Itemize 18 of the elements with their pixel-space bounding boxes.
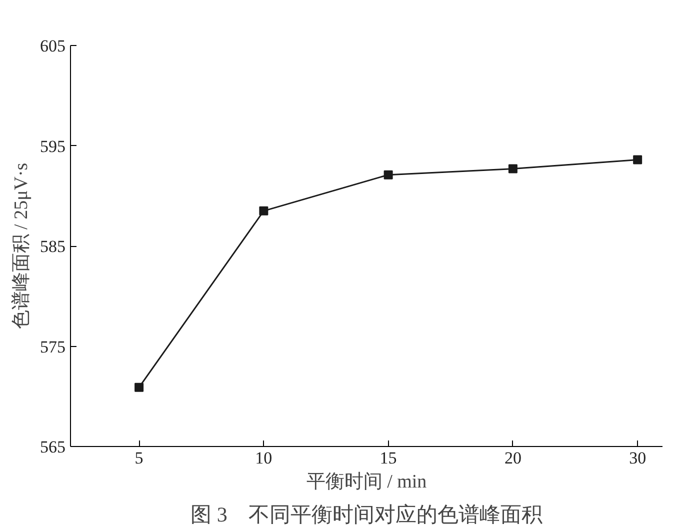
y-tick-label: 585 (40, 237, 66, 256)
point (508, 164, 518, 174)
x-tick-label: 15 (380, 448, 397, 468)
y-tick-label: 565 (40, 438, 66, 456)
y-axis-title: 色谱峰面积 / 25μV·s (10, 162, 32, 330)
point (259, 206, 268, 216)
point (134, 382, 144, 392)
point (384, 170, 393, 180)
caption: 图 3 不同平衡时间对应的色谱峰面积 (190, 502, 542, 526)
x-tick-label: 20 (504, 448, 522, 468)
point (633, 155, 642, 164)
x-tick-label: 30 (629, 448, 646, 468)
y-tick-label: 605 (40, 36, 66, 56)
y-tick-label: 575 (40, 337, 66, 356)
x-tick-label: 10 (255, 448, 272, 468)
x-tick-label: 5 (134, 448, 144, 468)
y-tick-label: 595 (40, 136, 66, 156)
x-axis-title: 平衡时间 / min (306, 472, 428, 492)
